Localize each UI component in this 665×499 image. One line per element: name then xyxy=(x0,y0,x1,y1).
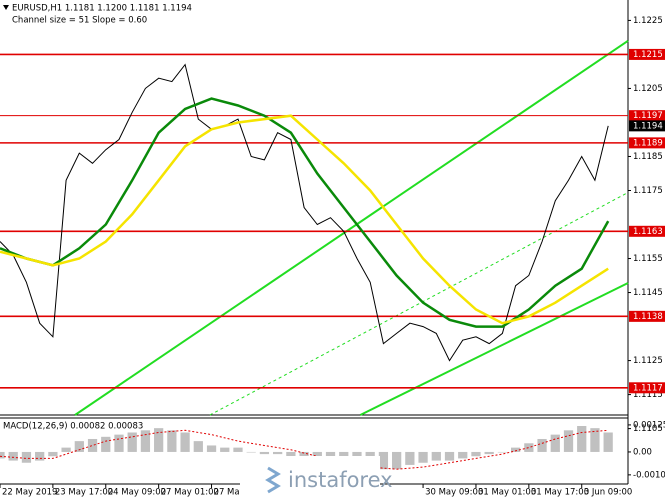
histogram-bar xyxy=(378,451,389,470)
x-tick-label: 24 May 09:00 xyxy=(108,488,166,498)
histogram-bar xyxy=(61,447,71,452)
level-label: 1.1189 xyxy=(633,138,663,148)
y-tick-label: 1.1145 xyxy=(633,288,663,298)
y-tick-label: 1.1115 xyxy=(633,390,663,400)
x-tick-label: 23 May 17:00 xyxy=(55,488,113,498)
level-label: 1.1163 xyxy=(633,227,663,237)
x-tick-label: 27 May xyxy=(214,488,245,498)
histogram-bar xyxy=(431,451,441,461)
histogram-bar xyxy=(405,451,415,465)
y-tick-label: -0.00106 xyxy=(633,470,665,480)
histogram-bar xyxy=(0,451,5,459)
channel-line xyxy=(359,282,629,416)
histogram-bar xyxy=(497,451,508,453)
histogram-bar xyxy=(603,432,613,452)
level-label-box xyxy=(629,137,665,149)
histogram-bar xyxy=(127,432,137,452)
channel-line xyxy=(209,192,629,416)
histogram-bar xyxy=(471,451,481,457)
level-label-box xyxy=(629,310,665,322)
histogram-bar xyxy=(114,434,124,452)
title-arrow xyxy=(3,5,9,10)
x-tick-label: 31 May 17:00 xyxy=(531,488,589,498)
level-label-box xyxy=(629,110,665,122)
level-label-box xyxy=(629,225,665,237)
level-label: 1.1215 xyxy=(633,50,663,60)
y-tick-label: 1.1205 xyxy=(633,84,663,94)
histogram-bar xyxy=(286,451,296,457)
histogram-bar xyxy=(167,430,177,452)
y-tick-label: 1.1185 xyxy=(633,152,663,162)
y-tick-label: 1.1155 xyxy=(633,254,663,264)
macd-title: MACD(12,26,9) 0.00082 0.00083 xyxy=(3,422,143,432)
x-tick-label: 30 May 09:00 xyxy=(425,488,483,498)
moving-average xyxy=(0,114,609,325)
x-tick-label: 3 Jun 09:00 xyxy=(584,488,633,498)
channel-line xyxy=(74,39,629,416)
histogram-bar xyxy=(206,445,217,452)
histogram-bar xyxy=(273,451,283,455)
watermark-logo xyxy=(265,466,281,494)
level-label: 1.1138 xyxy=(633,312,663,322)
y-tick-label: 0.00 xyxy=(633,447,652,457)
histogram-bar xyxy=(48,451,58,457)
level-label: 1.1117 xyxy=(633,383,663,393)
y-tick-label: 0.00125 xyxy=(633,420,665,430)
histogram-bar xyxy=(154,428,164,452)
chart-subtitle: Channel size = 51 Slope = 0.60 xyxy=(12,16,147,26)
histogram-bar xyxy=(180,432,190,452)
histogram-bar xyxy=(550,434,560,452)
histogram-bar xyxy=(87,438,98,452)
histogram-bar xyxy=(220,447,230,452)
histogram-bar xyxy=(140,430,151,452)
price-line xyxy=(0,63,609,362)
histogram-bar xyxy=(74,441,84,452)
histogram-bar xyxy=(392,451,402,470)
current-price-label: 1.1194 xyxy=(633,121,663,131)
histogram-bar xyxy=(418,451,428,463)
histogram-bar xyxy=(246,451,256,453)
x-tick-label: 27 May 01:00 xyxy=(161,488,219,498)
histogram-bar xyxy=(35,451,45,461)
histogram-bar xyxy=(101,436,111,452)
histogram-bar xyxy=(458,451,468,459)
histogram-bar xyxy=(484,451,494,455)
watermark-box xyxy=(240,456,380,499)
level-label-box xyxy=(629,382,665,394)
histogram-bar xyxy=(577,426,587,452)
histogram-bar xyxy=(8,451,18,461)
level-label: 1.1197 xyxy=(633,111,663,121)
moving-average xyxy=(0,97,610,328)
watermark: instaforex xyxy=(240,456,393,499)
y-tick-label: 1.1175 xyxy=(633,186,663,196)
level-label-box xyxy=(629,48,665,60)
histogram-bar xyxy=(510,447,521,452)
y-tick-label: 1.1105 xyxy=(633,424,663,434)
histogram-bar xyxy=(233,447,243,452)
histogram-bar xyxy=(193,441,203,452)
histogram-bar xyxy=(524,443,534,452)
x-tick-label: 31 May 01:00 xyxy=(478,488,536,498)
current-price-box xyxy=(629,120,665,132)
signal-line xyxy=(0,429,609,470)
y-tick-label: 1.1225 xyxy=(633,16,663,26)
histogram-bar xyxy=(444,451,455,461)
chart-title: EURUSD,H1 1.1181 1.1200 1.1181 1.1194 xyxy=(12,4,192,14)
histogram-bar xyxy=(590,428,600,452)
histogram-bar xyxy=(537,438,547,452)
x-tick-label: 22 May 2019 xyxy=(2,488,57,498)
y-tick-label: 1.1125 xyxy=(633,356,663,366)
histogram-bar xyxy=(259,451,270,455)
histogram-bar xyxy=(563,430,574,452)
histogram-bar xyxy=(21,451,32,463)
watermark-text: instaforex xyxy=(288,468,393,492)
